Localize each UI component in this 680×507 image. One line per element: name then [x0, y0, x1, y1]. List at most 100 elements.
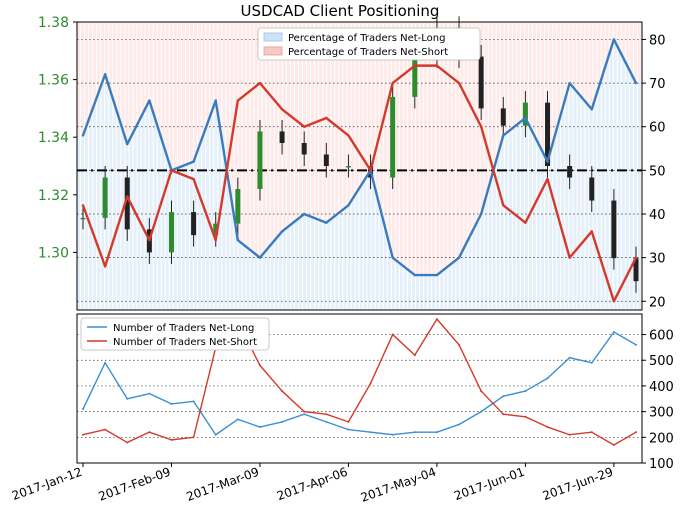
net-long-pct-point — [103, 73, 107, 76]
long-band — [331, 218, 335, 310]
net-long-count-point — [170, 402, 173, 405]
short-band — [484, 22, 488, 202]
net-long-count-point — [303, 413, 306, 416]
net-short-count-point — [192, 436, 195, 439]
short-band — [617, 22, 621, 48]
short-band — [375, 22, 379, 191]
net-long-pct-point — [524, 116, 527, 120]
long-band — [460, 254, 464, 310]
long-band — [577, 92, 581, 311]
net-short-count-point — [82, 433, 84, 436]
long-band — [399, 263, 403, 310]
net-long-pct-point — [236, 238, 240, 242]
net-short-pct-point — [590, 230, 593, 233]
candle-body — [191, 212, 197, 236]
long-band — [387, 238, 391, 310]
net-long-pct-line — [81, 38, 638, 277]
long-band — [488, 187, 492, 310]
short-band — [226, 22, 230, 168]
x-tick-label: 2017-Jun-01 — [452, 465, 526, 503]
short-band — [190, 22, 194, 164]
net-short-pct-point — [634, 256, 638, 259]
short-band — [335, 22, 339, 216]
net-long-pct-point — [81, 134, 85, 137]
long-band — [444, 269, 448, 310]
net-long-count-point — [413, 431, 416, 434]
net-short-count-point — [258, 364, 261, 367]
net-short-pct-point — [214, 238, 217, 242]
candle-body — [80, 217, 86, 220]
long-band — [436, 275, 440, 310]
short-band — [585, 22, 589, 102]
net-long-pct-point — [325, 221, 328, 224]
net-short-count-point — [612, 444, 615, 447]
long-band — [492, 173, 496, 310]
short-band — [561, 22, 565, 113]
long-band — [294, 221, 298, 310]
short-band — [516, 22, 520, 125]
short-band — [512, 22, 516, 128]
long-band — [472, 231, 476, 310]
bottom-right-tick-label: 100 — [649, 457, 674, 472]
net-long-pct-point — [126, 142, 129, 146]
net-long-count-point — [524, 390, 527, 393]
right-tick-label: 80 — [649, 33, 666, 48]
right-tick-label: 50 — [649, 164, 666, 179]
short-band — [307, 22, 311, 216]
net-long-pct-point — [457, 256, 461, 259]
short-band — [93, 22, 97, 108]
short-band — [97, 22, 101, 97]
net-short-count-point — [502, 413, 505, 416]
right-percent-axis: 20 30 40 50 60 70 80 — [642, 33, 666, 310]
net-short-count-point — [524, 415, 527, 418]
net-long-count-point — [369, 431, 372, 434]
net-short-count-point — [170, 438, 173, 441]
long-band — [242, 243, 246, 310]
long-band — [625, 63, 629, 310]
short-band — [605, 22, 609, 66]
candle-body — [545, 102, 551, 166]
legend-swatch-net-long-pct — [263, 32, 283, 42]
net-short-pct-point — [391, 81, 394, 85]
x-tick-label: 2017-Jun-29 — [541, 465, 615, 503]
short-band — [399, 22, 403, 264]
short-band — [254, 22, 258, 254]
bottom-right-tick-label: 400 — [649, 380, 674, 395]
long-band — [428, 275, 432, 310]
long-band — [258, 256, 262, 310]
net-long-count-point — [192, 400, 195, 403]
net-short-pct-point — [103, 265, 107, 268]
short-band — [589, 22, 593, 107]
net-long-pct-point — [347, 204, 350, 207]
candle-body — [301, 142, 307, 155]
short-band — [488, 22, 492, 188]
short-band — [206, 22, 210, 127]
long-band — [298, 218, 302, 310]
short-band — [440, 22, 444, 273]
net-long-pct-point — [413, 273, 416, 277]
short-band — [581, 22, 585, 98]
net-short-pct-point — [236, 99, 240, 102]
long-band — [77, 135, 81, 310]
long-band — [637, 83, 641, 310]
long-band — [367, 175, 371, 310]
long-band — [585, 101, 589, 311]
long-band — [456, 259, 460, 310]
long-band — [520, 121, 524, 310]
long-band — [117, 112, 121, 310]
short-band — [145, 22, 149, 108]
long-band — [214, 104, 218, 311]
short-band — [573, 22, 577, 88]
top-panel: 1.30 1.32 1.34 1.36 1.38 20 30 40 50 60 70 80 Perc… — [38, 15, 666, 311]
short-band — [89, 22, 93, 119]
long-band — [375, 190, 379, 310]
net-short-count-point — [148, 431, 151, 434]
legend-swatch-net-short-pct — [263, 46, 283, 56]
net-long-pct-point — [435, 273, 439, 277]
long-band — [496, 158, 500, 310]
long-band — [113, 100, 117, 310]
long-band — [561, 112, 565, 310]
short-band — [593, 22, 597, 104]
candle-body — [235, 189, 241, 224]
